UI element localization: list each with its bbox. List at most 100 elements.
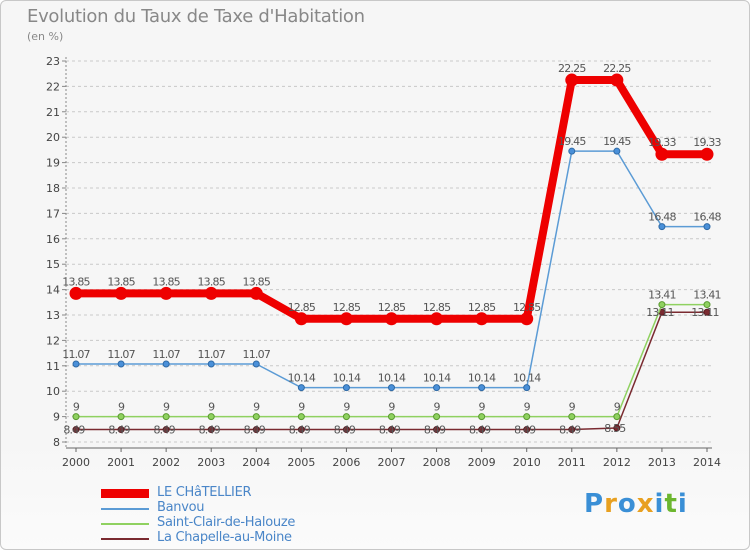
data-point	[162, 360, 170, 368]
data-point	[249, 286, 263, 300]
data-label: 9	[163, 401, 170, 414]
data-label: 13.85	[152, 275, 180, 288]
logo-letter: x	[636, 489, 655, 519]
x-tick-label: 2002	[152, 456, 180, 469]
data-point	[610, 73, 624, 87]
data-label: 10.14	[513, 372, 541, 385]
data-point	[658, 301, 666, 309]
data-point	[565, 73, 579, 87]
data-point	[342, 413, 350, 421]
data-label: 19.45	[558, 135, 586, 148]
data-label: 12.85	[423, 301, 451, 314]
x-tick-label: 2012	[603, 456, 631, 469]
data-label: 8.49	[153, 424, 175, 437]
data-label: 8.49	[379, 424, 401, 437]
data-label: 19.33	[693, 136, 721, 149]
data-label: 11.07	[62, 348, 90, 361]
data-point	[72, 360, 80, 368]
data-label: 12.85	[333, 301, 361, 314]
data-point	[475, 312, 489, 326]
data-point	[117, 360, 125, 368]
y-tick-label: 22	[46, 80, 60, 93]
data-label: 13.11	[691, 306, 719, 319]
data-label: 12.85	[513, 301, 541, 314]
data-point	[613, 413, 621, 421]
data-point	[613, 147, 621, 155]
data-label: 9	[433, 401, 440, 414]
x-tick-label: 2006	[332, 456, 360, 469]
data-label: 9	[298, 401, 305, 414]
data-point	[159, 286, 173, 300]
data-label: 22.25	[603, 62, 631, 75]
data-label: 9	[343, 401, 350, 414]
data-label: 8.49	[289, 424, 311, 437]
data-label: 13.11	[646, 306, 674, 319]
data-label: 8.49	[469, 424, 491, 437]
logo-letter: i	[677, 489, 688, 519]
data-point	[388, 384, 395, 392]
data-point	[703, 308, 711, 316]
data-point	[117, 413, 125, 421]
data-label: 9	[479, 401, 486, 414]
y-tick-label: 19	[46, 157, 60, 170]
y-tick-label: 9	[53, 411, 60, 424]
chart-subtitle: (en %)	[27, 30, 64, 43]
data-point	[388, 426, 395, 434]
data-label: 9	[208, 401, 215, 414]
data-label: 19.45	[603, 135, 631, 148]
data-label: 8.49	[199, 424, 221, 437]
data-point	[568, 426, 576, 434]
legend-swatch-la-chapelle	[101, 538, 149, 540]
data-label: 12.85	[378, 301, 406, 314]
data-label: 9	[614, 401, 621, 414]
y-tick-label: 21	[46, 106, 60, 119]
data-point	[478, 426, 486, 434]
data-point	[207, 360, 215, 368]
y-tick-label: 14	[46, 284, 60, 297]
data-point	[207, 426, 215, 434]
data-point	[568, 413, 576, 421]
proxiti-logo: Proxiti	[584, 489, 688, 519]
data-point	[297, 413, 305, 421]
data-label: 13.41	[648, 289, 676, 302]
x-tick-label: 2014	[693, 456, 721, 469]
x-tick-label: 2013	[648, 456, 676, 469]
y-tick-label: 17	[46, 207, 60, 220]
data-label: 13.41	[693, 289, 721, 302]
data-label: 12.85	[288, 301, 316, 314]
y-tick-label: 13	[46, 309, 60, 322]
data-label: 10.14	[288, 372, 316, 385]
data-point	[478, 413, 486, 421]
data-point	[297, 426, 305, 434]
data-point	[207, 413, 215, 421]
x-tick-label: 2004	[242, 456, 270, 469]
data-label: 9	[253, 401, 260, 414]
logo-letter: r	[604, 489, 618, 519]
data-point	[72, 413, 80, 421]
data-point	[385, 312, 398, 326]
data-point	[342, 426, 350, 434]
data-point	[613, 424, 621, 432]
data-label: 10.14	[468, 372, 496, 385]
data-point	[162, 426, 170, 434]
data-point	[72, 426, 80, 434]
x-tick-label: 2000	[62, 456, 90, 469]
x-tick-label: 2010	[513, 456, 541, 469]
x-tick-label: 2001	[107, 456, 135, 469]
legend-swatch-banvou	[101, 508, 149, 510]
data-label: 8.49	[63, 424, 85, 437]
data-point	[433, 413, 441, 421]
y-tick-label: 12	[46, 334, 60, 347]
y-tick-label: 8	[53, 436, 60, 449]
data-point	[478, 384, 486, 392]
data-label: 11.07	[152, 348, 180, 361]
data-point	[433, 384, 441, 392]
y-tick-label: 11	[46, 360, 60, 373]
data-label: 8.49	[334, 424, 356, 437]
data-label: 8.49	[514, 424, 536, 437]
data-label: 9	[569, 401, 576, 414]
x-tick-label: 2008	[423, 456, 451, 469]
data-point	[69, 286, 83, 300]
data-point	[523, 413, 531, 421]
